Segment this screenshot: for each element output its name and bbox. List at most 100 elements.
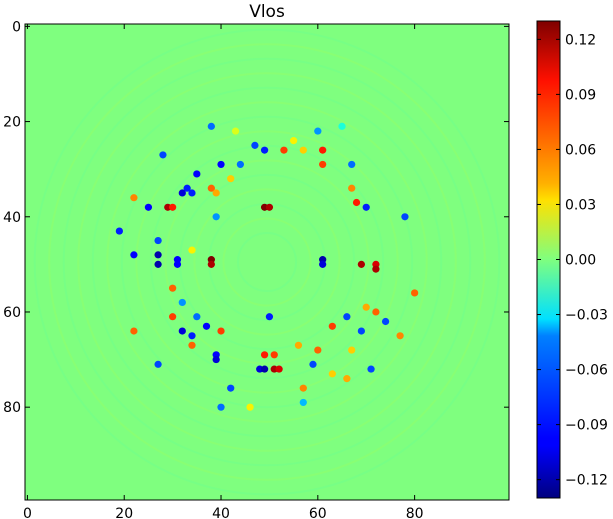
heatmap-cell <box>260 351 269 359</box>
heatmap-cells <box>115 122 419 411</box>
ripple-ring <box>33 28 501 496</box>
ripple-ring <box>149 144 385 380</box>
heatmap-plot: 0 20 40 60 80 0 20 40 60 80 <box>3 19 510 519</box>
heatmap-cell <box>207 184 215 192</box>
heatmap-cell <box>246 403 254 411</box>
y-tick-label: 80 <box>3 400 21 416</box>
heatmap-cell <box>348 184 356 192</box>
ripple-ring <box>106 101 428 423</box>
x-axis: 0 20 40 60 80 <box>23 24 424 519</box>
heatmap-cell <box>275 365 283 373</box>
heatmap-cell <box>294 341 303 349</box>
heatmap-cell <box>130 251 138 259</box>
ripple-ring <box>236 231 298 293</box>
heatmap-cell <box>260 146 269 154</box>
heatmap-cell <box>367 365 375 373</box>
heatmap-cell <box>159 151 167 159</box>
heatmap-cell <box>227 175 235 183</box>
colorbar-tick-label: −0.12 <box>565 473 608 489</box>
ripple-ring <box>193 188 341 336</box>
heatmap-cell <box>212 213 220 221</box>
heatmap-cell <box>372 265 380 273</box>
heatmap-cell <box>314 127 322 135</box>
ripple-ring <box>77 72 457 452</box>
heatmap-cell <box>154 360 162 368</box>
colorbar-tick-label: 0.03 <box>565 197 596 213</box>
heatmap-cell <box>188 341 196 349</box>
heatmap-cell <box>183 184 191 192</box>
heatmap-cell <box>212 356 220 364</box>
heatmap-cell <box>289 137 298 145</box>
heatmap-cell <box>343 375 351 383</box>
heatmap-cell <box>202 322 211 330</box>
heatmap-cell <box>178 189 186 197</box>
x-tick-label: 0 <box>23 506 32 519</box>
x-tick-label: 20 <box>115 506 133 519</box>
heatmap-cell <box>154 260 162 268</box>
heatmap-cell <box>178 327 186 335</box>
heatmap-cell <box>231 127 240 135</box>
heatmap-cell <box>265 203 274 211</box>
heatmap-cell <box>319 160 327 168</box>
colorbar-tick-label: −0.03 <box>565 308 608 324</box>
ripple-ring <box>48 43 486 481</box>
heatmap-cell <box>193 170 201 178</box>
heatmap-cell <box>130 194 138 202</box>
heatmap-cell <box>168 284 177 292</box>
y-tick-label: 60 <box>3 305 21 321</box>
heatmap-cell <box>207 260 215 268</box>
heatmap-cell <box>299 384 307 392</box>
ripple-ring <box>135 130 399 394</box>
heatmap-cell <box>328 370 336 378</box>
heatmap-cell <box>396 332 404 340</box>
heatmap-cell <box>178 298 186 307</box>
heatmap-cell <box>236 160 245 168</box>
x-tick-label: 60 <box>309 506 327 519</box>
heatmap-cell <box>319 146 327 154</box>
heatmap-cell <box>401 213 409 221</box>
ripple-ring <box>222 217 312 307</box>
colorbar-tick-label: −0.06 <box>565 363 608 379</box>
heatmap-cell <box>193 313 201 321</box>
colorbar: 0.12 0.09 0.06 0.03 0.00 −0.03 −0.06 −0.09 −0.12 <box>536 20 608 499</box>
heatmap-cell <box>357 260 366 268</box>
y-tick-label: 40 <box>3 210 21 226</box>
chart-title: Vlos <box>249 2 285 22</box>
heatmap-cell <box>328 322 336 330</box>
heatmap-cell <box>217 160 225 168</box>
ripple-ring <box>62 57 472 467</box>
heatmap-cell <box>314 346 322 354</box>
heatmap-cell <box>352 198 361 207</box>
heatmap-cell <box>217 327 225 335</box>
colorbar-tick-label: 0.09 <box>565 87 596 103</box>
heatmap-cell <box>251 141 259 149</box>
heatmap-cell <box>217 403 225 411</box>
heatmap-cell <box>280 146 288 154</box>
ripple-ring <box>164 159 370 365</box>
heatmap-cell <box>265 313 274 321</box>
heatmap-cell <box>299 146 307 154</box>
heatmap-cell <box>343 313 351 321</box>
heatmap-cell <box>207 122 215 130</box>
y-tick-label: 20 <box>3 115 21 131</box>
heatmap-cell <box>173 260 182 268</box>
x-tick-label: 40 <box>212 506 230 519</box>
heatmap-cell <box>168 313 177 321</box>
heatmap-cell <box>212 189 220 197</box>
heatmap-cell <box>362 303 370 311</box>
colorbar-tick-label: 0.06 <box>565 142 596 158</box>
heatmap-cell <box>115 227 124 235</box>
ripple-ring <box>91 86 443 438</box>
heatmap-cell <box>188 332 196 340</box>
y-axis: 0 20 40 60 80 <box>3 19 509 416</box>
heatmap-cell <box>381 317 390 326</box>
x-tick-label: 80 <box>406 506 424 519</box>
heatmap-cell <box>154 251 162 259</box>
ripple-rings <box>33 28 501 496</box>
heatmap-cell <box>168 203 177 211</box>
heatmap-cell <box>144 203 153 211</box>
colorbar-ticks: 0.12 0.09 0.06 0.03 0.00 −0.03 −0.06 −0.09 −0.12 <box>537 32 608 489</box>
ripple-ring <box>120 115 414 409</box>
heatmap-cell <box>188 189 196 197</box>
